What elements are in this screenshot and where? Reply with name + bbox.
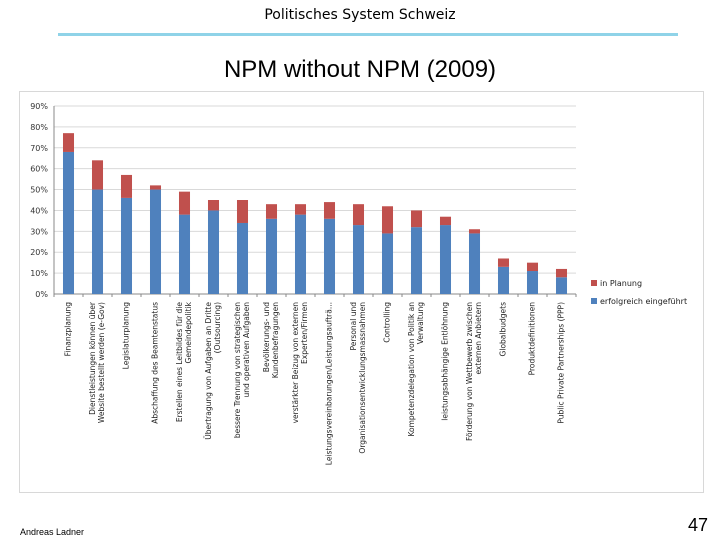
bar-erfolgreich-eingefuehrt — [91, 189, 104, 294]
bar-erfolgreich-eingefuehrt — [236, 222, 249, 294]
bar-in-planung — [207, 200, 220, 211]
x-category-label: Controlling — [383, 302, 392, 343]
x-category-label: bessere Trennung von strategischenund op… — [233, 302, 251, 438]
bar-erfolgreich-eingefuehrt — [381, 233, 394, 294]
y-tick-label: 30% — [30, 227, 48, 236]
bar-in-planung — [497, 258, 510, 267]
y-tick-label: 0% — [35, 290, 48, 299]
x-category-label: Personal undOrganisationsentwicklungsmas… — [349, 302, 367, 454]
bar-in-planung — [91, 160, 104, 190]
x-category-label: Legislaturplanung — [122, 302, 131, 370]
y-tick-label: 70% — [30, 144, 48, 153]
y-tick-label: 80% — [30, 123, 48, 132]
bar-erfolgreich-eingefuehrt — [149, 189, 162, 294]
bar-in-planung — [555, 268, 568, 278]
bar-erfolgreich-eingefuehrt — [352, 225, 365, 294]
bar-in-planung — [381, 206, 394, 234]
bar-in-planung — [410, 210, 423, 228]
bar-erfolgreich-eingefuehrt — [120, 197, 133, 294]
x-category-label: verstärkter Beizug von externenExperten/… — [291, 302, 309, 424]
bar-in-planung — [236, 200, 249, 223]
bar-erfolgreich-eingefuehrt — [468, 233, 481, 294]
bar-in-planung — [62, 133, 75, 152]
x-category-label: leistungsabhängige Entlöhnung — [441, 302, 450, 421]
bar-erfolgreich-eingefuehrt — [265, 218, 278, 294]
chart-frame: 0% 10% 20% 30% 40% 50% 60% 70% 80% 90% Finanzplanu… — [19, 91, 704, 493]
bar-in-planung — [149, 185, 162, 190]
stacked-bar-chart: 0% 10% 20% 30% 40% 50% 60% 70% 80% 90% Finanzplanu… — [30, 102, 687, 465]
bar-erfolgreich-eingefuehrt — [294, 214, 307, 294]
bar-erfolgreich-eingefuehrt — [207, 210, 220, 294]
bar-erfolgreich-eingefuehrt — [439, 225, 452, 294]
x-category-label: Erstellen eines Leitbildes für dieGemein… — [175, 301, 193, 422]
bar-in-planung — [526, 262, 539, 272]
x-category-label: Abschaffung des Beamtenstatus — [151, 302, 160, 424]
bar-in-planung — [120, 174, 133, 198]
x-category-label: Produktdefinitionen — [528, 302, 537, 376]
y-tick-label: 10% — [30, 269, 48, 278]
x-category-label: Public Private Partnerships (PPP) — [557, 302, 566, 424]
legend-label: in Planung — [600, 279, 642, 288]
x-category-label: Leistungsvereinbarungen/Leistungsaufträ.… — [325, 302, 334, 465]
x-category-label: Übertragung von Aufgaben an Dritte(Outso… — [204, 302, 222, 440]
x-category-label: Globalbudgets — [499, 302, 508, 357]
slide-title: NPM without NPM (2009) — [223, 56, 497, 83]
bar-in-planung — [294, 204, 307, 215]
x-category-label: Förderung von Wettbewerb zwischenexterne… — [465, 302, 483, 441]
bar-erfolgreich-eingefuehrt — [526, 271, 539, 294]
bar-in-planung — [323, 202, 336, 219]
footer-author: Andreas Ladner — [20, 527, 85, 537]
legend-swatch — [591, 298, 597, 304]
y-tick-label: 20% — [30, 248, 48, 257]
x-category-label: Bevölkerungs- undKundenbefragungen — [262, 302, 280, 379]
y-tick-label: 50% — [30, 186, 48, 195]
bar-erfolgreich-eingefuehrt — [178, 214, 191, 294]
bar-in-planung — [468, 229, 481, 234]
bar-in-planung — [178, 191, 191, 215]
page-number: 47 — [687, 515, 708, 535]
x-category-label: Finanzplanung — [64, 302, 73, 357]
legend-label: erfolgreich eingeführt — [600, 297, 687, 306]
bar-in-planung — [439, 216, 452, 226]
bar-erfolgreich-eingefuehrt — [410, 227, 423, 294]
y-tick-label: 60% — [30, 165, 48, 174]
bar-erfolgreich-eingefuehrt — [555, 277, 568, 294]
bar-erfolgreich-eingefuehrt — [62, 151, 75, 294]
bar-erfolgreich-eingefuehrt — [323, 218, 336, 294]
y-tick-label: 40% — [30, 206, 48, 215]
header-rule — [58, 33, 678, 36]
slide-header: Politisches System Schweiz — [264, 7, 456, 23]
x-category-label: Dienstleistungen können überWebsite best… — [88, 301, 106, 423]
legend-swatch — [591, 280, 597, 286]
x-category-label: Kompetenzdelegation von Politik anVerwal… — [407, 302, 425, 437]
bar-in-planung — [352, 204, 365, 226]
y-tick-label: 90% — [30, 102, 48, 111]
bar-erfolgreich-eingefuehrt — [497, 266, 510, 294]
bar-in-planung — [265, 204, 278, 219]
